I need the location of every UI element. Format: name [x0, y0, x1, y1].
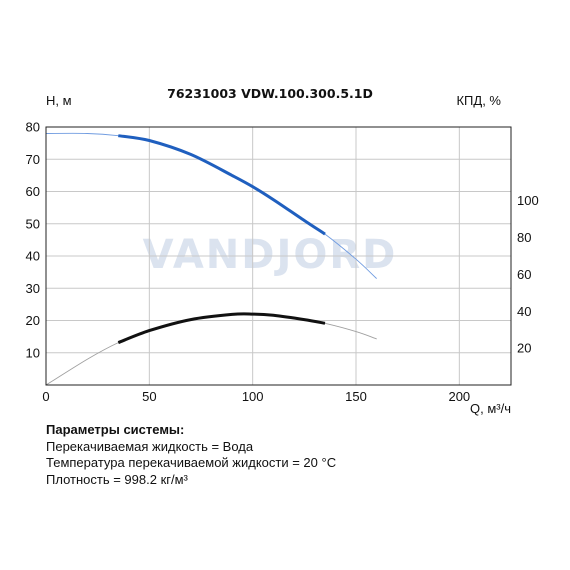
param-line-fluid: Перекачиваемая жидкость = Вода [46, 438, 254, 454]
y-left-tick-label: 70 [26, 152, 40, 167]
y-left-tick-label: 20 [26, 313, 40, 328]
y-left-tick-label: 30 [26, 281, 40, 296]
grid [46, 127, 511, 385]
x-tick-label: 0 [42, 389, 49, 404]
y-left-tick-label: 80 [26, 120, 40, 135]
y-axis-label-efficiency: КПД, % [456, 93, 501, 108]
system-parameters: Параметры системы: Перекачиваемая жидкос… [46, 422, 336, 488]
y-right-tick-label: 80 [517, 230, 531, 245]
x-tick-labels: 0 50 100 150 200 [42, 389, 470, 404]
y-right-tick-label: 20 [517, 341, 531, 356]
y-left-tick-label: 10 [26, 345, 40, 360]
y-axis-label-head: Н, м [46, 93, 72, 108]
head-curve-operating [118, 134, 326, 236]
efficiency-curve-operating [117, 312, 326, 344]
y-left-tick-label: 50 [26, 216, 40, 231]
x-tick-label: 50 [142, 389, 156, 404]
pump-performance-chart: 76231003 VDW.100.300.5.1D Н, м КПД, % VA… [26, 86, 539, 416]
y-right-tick-label: 100 [517, 193, 539, 208]
y-left-tick-label: 60 [26, 184, 40, 199]
param-line-temperature: Температура перекачиваемой жидкости = 20… [46, 455, 337, 470]
y-right-tick-label: 40 [517, 304, 531, 319]
watermark-logo: VANDJORD [143, 232, 398, 278]
x-tick-label: 150 [345, 389, 367, 404]
efficiency-curve-full [45, 313, 377, 386]
x-axis-label: Q, м³/ч [470, 401, 511, 416]
params-heading: Параметры системы: [46, 422, 185, 437]
curves [45, 132, 378, 386]
y-right-tick-labels: 20 40 60 80 100 [517, 193, 539, 355]
chart-title: 76231003 VDW.100.300.5.1D [167, 86, 373, 101]
y-left-tick-labels: 10 20 30 40 50 60 70 80 [26, 120, 40, 361]
x-tick-label: 100 [242, 389, 264, 404]
y-right-tick-label: 60 [517, 267, 531, 282]
x-tick-label: 200 [448, 389, 470, 404]
param-line-density: Плотность = 998.2 кг/м³ [46, 471, 188, 487]
y-left-tick-label: 40 [26, 249, 40, 264]
plot-frame [45, 126, 512, 386]
